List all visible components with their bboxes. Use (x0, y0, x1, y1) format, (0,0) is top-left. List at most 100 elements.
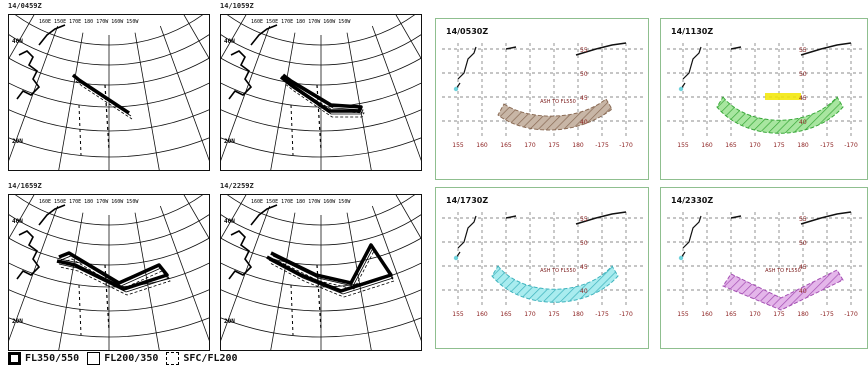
volcano-marker (453, 255, 459, 261)
lat-tick: 50 (799, 240, 807, 247)
lon-tick: 175 (548, 311, 560, 318)
lat-tick: 40 (580, 288, 588, 295)
lon-tick: 160 (476, 311, 488, 318)
forecast-map-2: 55 50 45 40 155 160 165 170 175 180 -175 -170 14/11… (660, 18, 868, 180)
lat-tick: 55 (580, 216, 588, 223)
lat-tick: 45 (580, 264, 588, 271)
ash-region-dashed (283, 80, 365, 118)
lon-tick: 160 (476, 142, 488, 149)
lon-labels: 160E 150E 170E 180 170W 160W 150W (251, 199, 351, 205)
forecast-time: 14/1130Z (671, 27, 714, 36)
lon-tick: -170 (619, 311, 633, 318)
legend-label: FL350/550 (25, 352, 80, 364)
graticule (9, 195, 209, 350)
lon-labels: 160E 150E 170E 180 170W 160W 150W (39, 19, 139, 25)
lon-tick: 175 (548, 142, 560, 149)
lon-tick: -175 (820, 311, 834, 318)
ash-forecast-region (716, 96, 844, 134)
lon-tick: 165 (500, 311, 512, 318)
aleutian-coastline (505, 211, 627, 225)
ash-outlook-panel: 14/0459Z 40N 20N 160E 150E 170E 180 170W 1… (0, 0, 430, 371)
ash-forecast-region (491, 265, 619, 303)
lon-tick: -170 (844, 142, 858, 149)
lat-tick: 50 (799, 71, 807, 78)
ash-forecast-region (722, 269, 844, 311)
lat-label: 20N (224, 138, 235, 145)
coastline (228, 24, 278, 100)
lon-tick: 170 (524, 311, 536, 318)
forecast-map-1: ASH TO FL550 55 50 45 40 155 160 165 170 175 180 -1… (435, 18, 649, 180)
volcano-marker (678, 86, 684, 92)
lon-tick: 165 (725, 311, 737, 318)
legend-label: SFC/FL200 (183, 352, 238, 364)
ash-altitude-label: ASH TO FL550 (540, 99, 576, 105)
forecast-time: 14/0530Z (446, 27, 489, 36)
map-frame: 40N 20N 160E 150E 170E 180 170W 160W 150W (220, 194, 422, 351)
lat-label: 20N (12, 138, 23, 145)
lon-tick: 170 (749, 311, 761, 318)
lat-tick: 45 (799, 95, 807, 102)
ash-region-thin (282, 77, 364, 115)
lon-tick: 170 (749, 142, 761, 149)
lon-tick: 170 (524, 142, 536, 149)
lat-tick: 50 (580, 240, 588, 247)
lon-labels: 160E 150E 170E 180 170W 160W 150W (251, 19, 351, 25)
lon-tick: 175 (773, 142, 785, 149)
lon-tick: 155 (452, 311, 464, 318)
ash-region-dashed (59, 258, 171, 296)
forecast-map-3: ASH TO FL550 55 50 45 40 155 160 165 170 175 180 -1… (435, 187, 649, 349)
ash-region-thin (268, 247, 394, 295)
lat-label: 40N (12, 38, 23, 45)
lon-tick: -175 (820, 142, 834, 149)
ash-region-thin (74, 77, 132, 117)
volcano-marker (453, 86, 459, 92)
ash-label-highlight (765, 93, 801, 100)
aleutian-coastline (730, 42, 852, 56)
lon-tick: 175 (773, 311, 785, 318)
map-frame: 40N 20N 160E 150E 170E 180 170W 160W 150W (8, 194, 210, 351)
lat-label: 40N (224, 218, 235, 225)
ash-region-dashed (75, 80, 133, 120)
legend-item-fl200-350: FL200/350 (87, 351, 159, 365)
legend-label: FL200/350 (104, 352, 159, 364)
coastline (16, 24, 66, 100)
lat-tick: 55 (580, 47, 588, 54)
ash-region-thick (56, 251, 169, 291)
forecast-map-4: ASH TO FL550 55 50 45 40 155 160 165 170 175 180 -1… (660, 187, 868, 349)
lon-tick: 165 (500, 142, 512, 149)
lon-tick: -170 (619, 142, 633, 149)
thick-box-icon (8, 351, 21, 365)
map-frame: 40N 20N 160E 150E 170E 180 170W 160W 150W (220, 14, 422, 171)
map-timestamp: 14/0459Z (8, 2, 42, 10)
legend-item-sfc-fl200: SFC/FL200 (166, 351, 238, 365)
lon-tick: 160 (701, 311, 713, 318)
ash-altitude-label: ASH TO FL550 (540, 268, 576, 274)
lon-tick: 155 (677, 311, 689, 318)
ash-forecast-region (497, 98, 613, 131)
lon-tick: 180 (797, 142, 809, 149)
coastline (680, 46, 702, 90)
coastline (455, 46, 477, 90)
aleutian-coastline (730, 211, 852, 225)
coastline (16, 204, 66, 280)
forecast-time: 14/1730Z (446, 196, 489, 205)
lon-tick: 180 (572, 142, 584, 149)
dashed-box-icon (166, 351, 180, 365)
lat-tick: 55 (799, 47, 807, 54)
graticule (9, 15, 209, 170)
thin-box-icon (87, 351, 101, 365)
lon-tick: -175 (595, 311, 609, 318)
lon-tick: -170 (844, 311, 858, 318)
ash-region-thick (71, 73, 130, 115)
lat-tick: 40 (799, 119, 807, 126)
map-timestamp: 14/2259Z (220, 182, 254, 190)
ash-forecast-panel: ASH TO FL550 55 50 45 40 155 160 165 170 175 180 -1… (432, 0, 868, 371)
forecast-time: 14/2330Z (671, 196, 714, 205)
ash-region-dashed (269, 250, 395, 298)
coastline (455, 215, 477, 259)
flight-level-legend: FL350/550 FL200/350 SFC/FL200 (8, 349, 246, 367)
ash-region-thick (279, 73, 363, 113)
lon-tick: 155 (677, 142, 689, 149)
map-timestamp: 14/1059Z (220, 2, 254, 10)
lon-tick: 180 (797, 311, 809, 318)
